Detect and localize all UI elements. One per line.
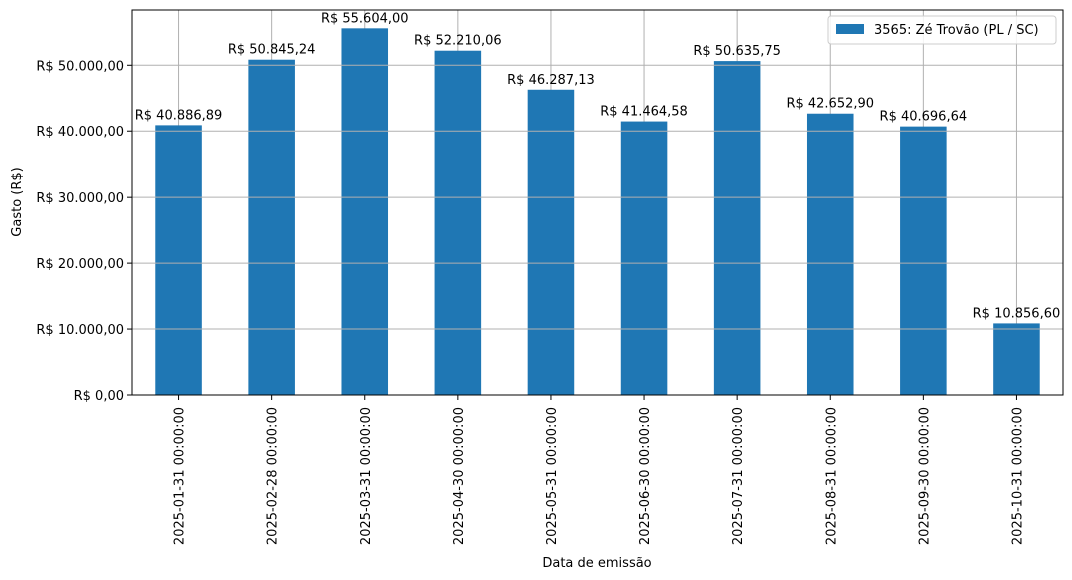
grid-layer: [178, 10, 1017, 395]
x-tick-label: 2025-03-31 00:00:00: [359, 407, 374, 545]
bar: [248, 59, 295, 395]
bar-value-label: R$ 55.604,00: [321, 11, 409, 26]
x-tick-label: 2025-08-31 00:00:00: [824, 407, 839, 545]
legend-label: 3565: Zé Trovão (PL / SC): [874, 23, 1039, 38]
x-axis-title: Data de emissão: [542, 556, 651, 571]
x-tick-label: 2025-02-28 00:00:00: [266, 407, 281, 545]
plot-frame: [131, 9, 1064, 396]
y-tick-label: R$ 50.000,00: [36, 59, 124, 74]
bar-value-label: R$ 41.464,58: [600, 105, 688, 120]
y-tick-label: R$ 0,00: [74, 389, 124, 404]
bars-layer: [155, 28, 1040, 396]
bar-value-label: R$ 10.856,60: [973, 306, 1061, 321]
y-ticks-layer: R$ 0,00 R$ 10.000,00 R$ 20.000,00 R$ 30.000…: [36, 59, 132, 404]
y-tick-label: R$ 40.000,00: [36, 125, 124, 140]
bar: [527, 89, 575, 396]
bar: [806, 113, 854, 395]
data-labels-layer: R$ 40.886,89 R$ 50.845,24 R$ 55.604,00 R$ 5…: [135, 11, 1061, 321]
bar-value-label: R$ 50.845,24: [228, 43, 316, 58]
y-tick-label: R$ 30.000,00: [36, 191, 124, 206]
x-tick-label: 2025-06-30 00:00:00: [638, 407, 653, 545]
y-axis-title: Gasto (R$): [10, 167, 25, 236]
y-tick-label: R$ 10.000,00: [36, 323, 124, 338]
bar: [900, 126, 947, 396]
x-tick-label: 2025-10-31 00:00:00: [1010, 407, 1025, 545]
x-tick-label: 2025-01-31 00:00:00: [173, 407, 188, 545]
bar: [434, 50, 482, 395]
legend-swatch: [836, 24, 864, 34]
x-tick-label: 2025-09-30 00:00:00: [917, 407, 932, 545]
bar: [341, 28, 389, 395]
bar: [155, 125, 202, 395]
bar: [993, 323, 1040, 395]
bar-value-label: R$ 40.696,64: [880, 110, 968, 125]
bar-value-label: R$ 42.652,90: [786, 97, 874, 112]
bar-value-label: R$ 46.287,13: [507, 73, 595, 88]
legend: 3565: Zé Trovão (PL / SC): [827, 15, 1057, 45]
bar: [620, 121, 668, 396]
x-tick-label: 2025-05-31 00:00:00: [545, 407, 560, 545]
bar-value-label: R$ 52.210,06: [414, 34, 502, 49]
x-tick-label: 2025-07-31 00:00:00: [731, 407, 746, 545]
bar: [713, 61, 761, 396]
bar-value-label: R$ 40.886,89: [135, 108, 223, 123]
legend-frame: [827, 15, 1057, 45]
x-ticks-layer: 2025-01-31 00:00:00 2025-02-28 00:00:00 20…: [173, 395, 1025, 545]
x-tick-label: 2025-04-30 00:00:00: [452, 407, 467, 545]
y-tick-label: R$ 20.000,00: [36, 257, 124, 272]
bar-value-label: R$ 50.635,75: [693, 44, 781, 59]
